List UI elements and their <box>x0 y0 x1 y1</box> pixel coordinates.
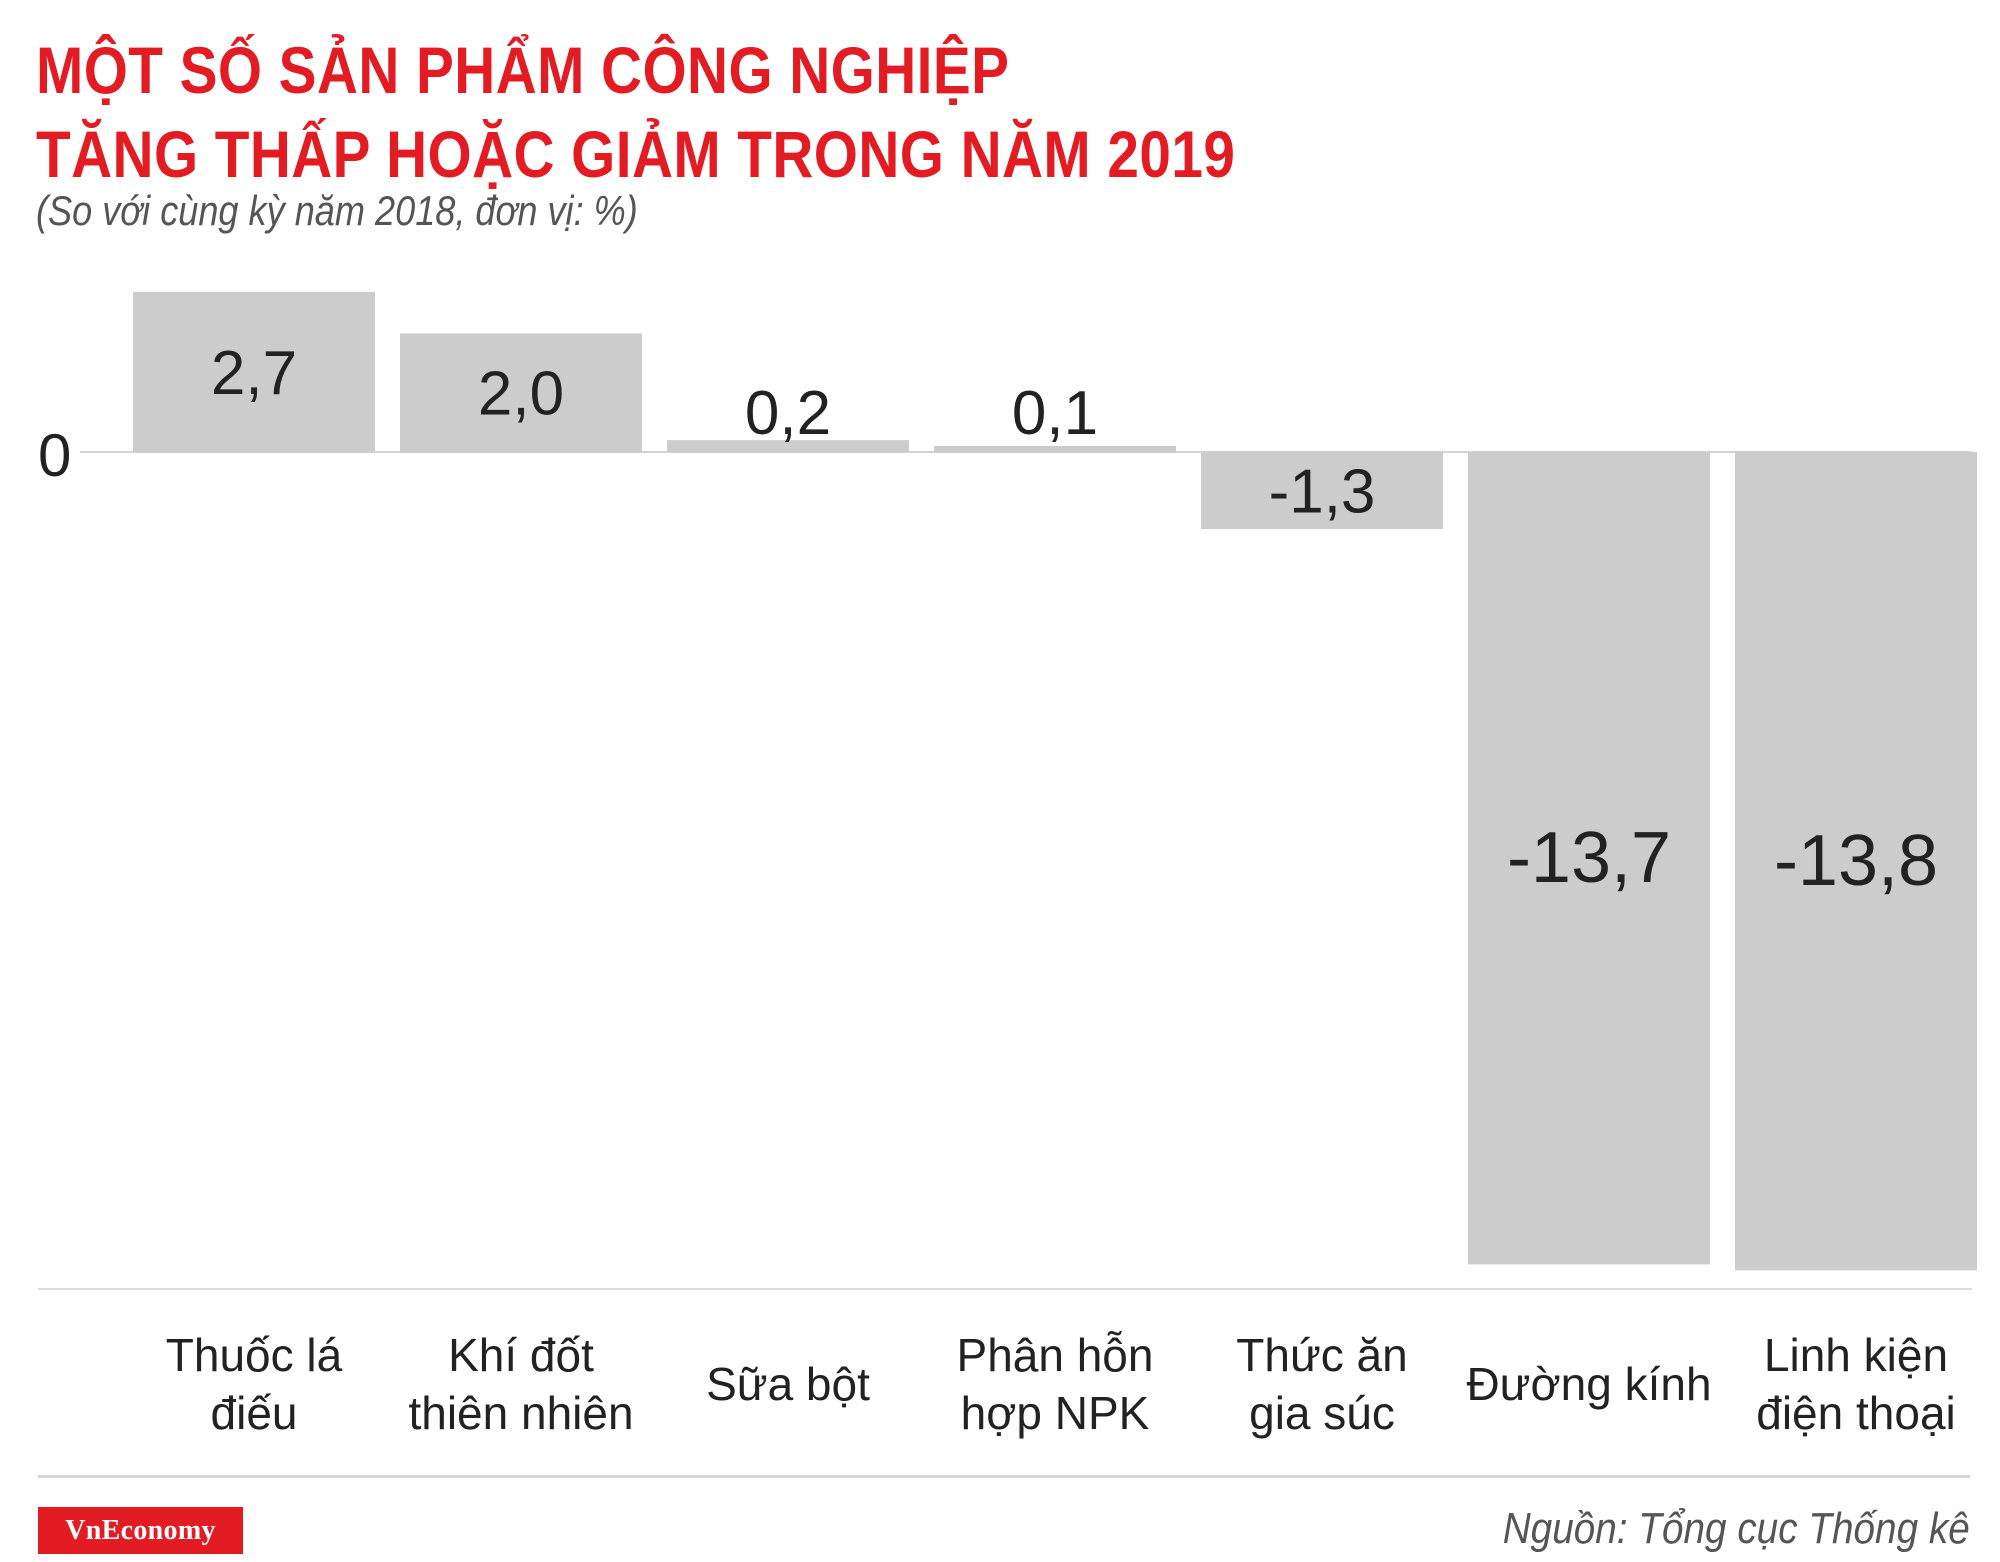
value-label-6: -13,8 <box>1774 821 1938 901</box>
category-label-2-0: Sữa bột <box>706 1358 870 1410</box>
y-zero-label: 0 <box>38 422 71 489</box>
bar-5 <box>1468 452 1710 1265</box>
value-label-5: -13,7 <box>1507 818 1671 898</box>
chart-title-line1: MỘT SỐ SẢN PHẨM CÔNG NGHIỆP <box>36 33 1010 107</box>
category-label-1-0: Khí đốt <box>448 1329 594 1381</box>
value-label-2: 0,2 <box>745 379 831 448</box>
category-label-5-0: Đường kính <box>1466 1358 1711 1410</box>
bar-3 <box>934 446 1176 452</box>
bar-1 <box>400 333 642 452</box>
category-label-1-1: thiên nhiên <box>408 1387 633 1439</box>
category-label-0-1: điếu <box>211 1387 298 1439</box>
logo-text: VnEconomy <box>65 1514 216 1546</box>
category-label-6-1: điện thoại <box>1756 1387 1956 1439</box>
bar-2 <box>667 440 909 452</box>
category-label-3-1: hợp NPK <box>961 1387 1150 1439</box>
chart-title-line2: TĂNG THẤP HOẶC GIẢM TRONG NĂM 2019 <box>36 117 1236 191</box>
value-label-0: 2,7 <box>211 339 297 408</box>
value-label-4: -1,3 <box>1269 458 1376 527</box>
bar-6 <box>1735 452 1977 1271</box>
bar-0 <box>133 291 375 452</box>
value-label-1: 2,0 <box>478 360 564 429</box>
footer-divider <box>38 1475 1970 1478</box>
category-label-6-0: Linh kiện <box>1764 1329 1948 1381</box>
category-label-3-0: Phân hỗn <box>957 1329 1154 1381</box>
category-label-0-0: Thuốc lá <box>166 1329 343 1381</box>
vneconomy-logo: VnEconomy <box>38 1507 243 1554</box>
chart-subtitle: (So với cùng kỳ năm 2018, đơn vị: %) <box>36 187 638 234</box>
chart-title: MỘT SỐ SẢN PHẨM CÔNG NGHIỆP TĂNG THẤP HO… <box>36 28 1235 196</box>
category-label-4-1: gia súc <box>1249 1387 1395 1439</box>
source-note: Nguồn: Tổng cục Thống kê <box>1502 1504 1970 1553</box>
bar-4 <box>1201 452 1443 530</box>
category-label-4-0: Thức ăn <box>1236 1329 1407 1381</box>
value-label-3: 0,1 <box>1012 379 1098 448</box>
